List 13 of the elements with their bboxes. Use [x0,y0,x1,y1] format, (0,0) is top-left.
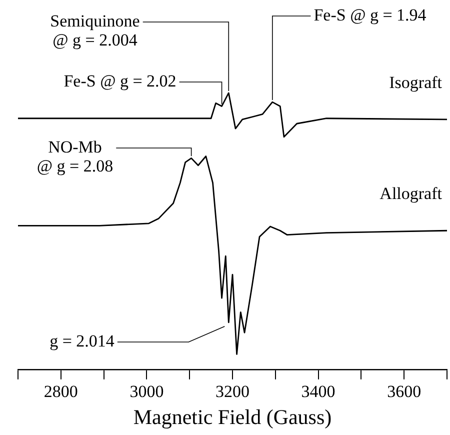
annotation: NO-Mb @ g = 2.08 [36,137,114,176]
x-tick-label: 3400 [301,382,336,402]
annotation: Fe-S @ g = 1.94 [314,5,427,24]
annotation: Fe-S @ g = 2.02 [64,71,176,90]
x-tick-label: 3600 [387,382,422,402]
annotation: g = 2.014 [50,331,115,350]
x-tick-label: 3200 [216,382,250,402]
annotation: Semiquinone @ g = 2.004 [50,11,140,50]
x-tick-label: 3000 [130,382,164,402]
x-axis-title: Magnetic Field (Gauss) [133,404,332,429]
series-label: Isograft [389,72,442,92]
x-tick-label: 2800 [44,382,78,402]
series-label: Allograft [380,184,442,204]
